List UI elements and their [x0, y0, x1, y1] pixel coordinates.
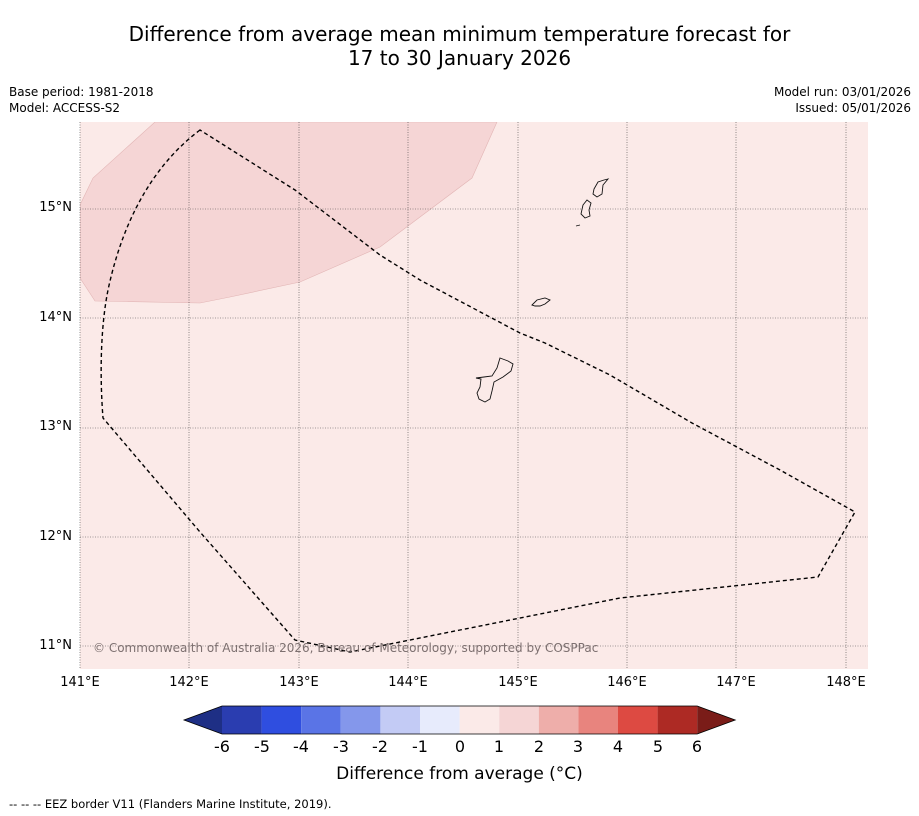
- colorbar-tick-label: -4: [293, 737, 309, 756]
- colorbar-tick-label: 0: [454, 737, 466, 756]
- chart-title-line-2: 17 to 30 January 2026: [347, 46, 572, 70]
- colorbar-tick-label: -5: [254, 737, 270, 756]
- lon-label-142: 142°E: [169, 675, 209, 690]
- rota-island: [531, 297, 551, 307]
- colorbar-label: Difference from average (°C): [336, 764, 583, 784]
- colorbar-swatch: [499, 706, 539, 734]
- colorbar-under-arrow: [184, 706, 222, 734]
- colorbar-swatch: [420, 706, 460, 734]
- colorbar-swatch: [578, 706, 618, 734]
- colorbar-tick-label: 3: [572, 737, 584, 756]
- colorbar-outline: [182, 705, 737, 735]
- colorbar-tick-label: -3: [333, 737, 349, 756]
- colorbar-swatch: [657, 706, 698, 734]
- lon-label-141: 141°E: [60, 675, 100, 690]
- eez-border: [100, 129, 856, 653]
- colorbar-swatch: [301, 706, 341, 734]
- lat-label-14: 14°N: [39, 310, 72, 325]
- lon-label-146: 146°E: [607, 675, 647, 690]
- colorbar-tick-label: 6: [691, 737, 703, 756]
- colorbar-tick-label: 2: [533, 737, 545, 756]
- colorbar-swatch: [222, 706, 262, 734]
- issued-text: Issued: 05/01/2026: [795, 101, 911, 115]
- anomaly-region-1-to-2: [80, 122, 498, 304]
- lon-label-148: 148°E: [826, 675, 866, 690]
- colorbar-swatch: [459, 706, 500, 734]
- colorbar-swatch: [618, 706, 658, 734]
- colorbar: [182, 705, 737, 735]
- tinian-island: [580, 199, 592, 219]
- base-period-text: Base period: 1981-2018: [9, 85, 154, 99]
- lat-label-11: 11°N: [39, 638, 72, 653]
- eez-legend-footer: -- -- -- EEZ border V11 (Flanders Marine…: [9, 797, 332, 811]
- colorbar-swatch: [261, 706, 302, 734]
- lat-label-15: 15°N: [39, 200, 72, 215]
- colorbar-tick-label: -6: [214, 737, 230, 756]
- aguijan-island: [575, 224, 581, 227]
- colorbar-tick-label: 1: [493, 737, 505, 756]
- colorbar-tick-label: -2: [372, 737, 388, 756]
- lon-label-147: 147°E: [716, 675, 756, 690]
- lon-label-143: 143°E: [279, 675, 319, 690]
- lat-label-13: 13°N: [39, 419, 72, 434]
- copyright-text: © Commonwealth of Australia 2026, Bureau…: [93, 641, 599, 655]
- colorbar-over-arrow: [697, 706, 736, 734]
- colorbar-tick-label: -1: [412, 737, 428, 756]
- lat-label-12: 12°N: [39, 529, 72, 544]
- colorbar-swatch: [340, 706, 381, 734]
- model-run-text: Model run: 03/01/2026: [773, 85, 911, 99]
- lon-label-144: 144°E: [388, 675, 428, 690]
- islands: [475, 178, 610, 403]
- lon-label-145: 145°E: [498, 675, 538, 690]
- guam-island: [475, 357, 514, 403]
- saipan-island: [592, 178, 610, 198]
- model-text: Model: ACCESS-S2: [9, 101, 121, 115]
- graticule: [79, 122, 868, 669]
- chart-title-line-1: Difference from average mean minimum tem…: [128, 22, 791, 46]
- colorbar-tick-label: 5: [652, 737, 664, 756]
- colorbar-tick-label: 4: [612, 737, 624, 756]
- colorbar-swatch: [380, 706, 420, 734]
- colorbar-swatch: [538, 706, 579, 734]
